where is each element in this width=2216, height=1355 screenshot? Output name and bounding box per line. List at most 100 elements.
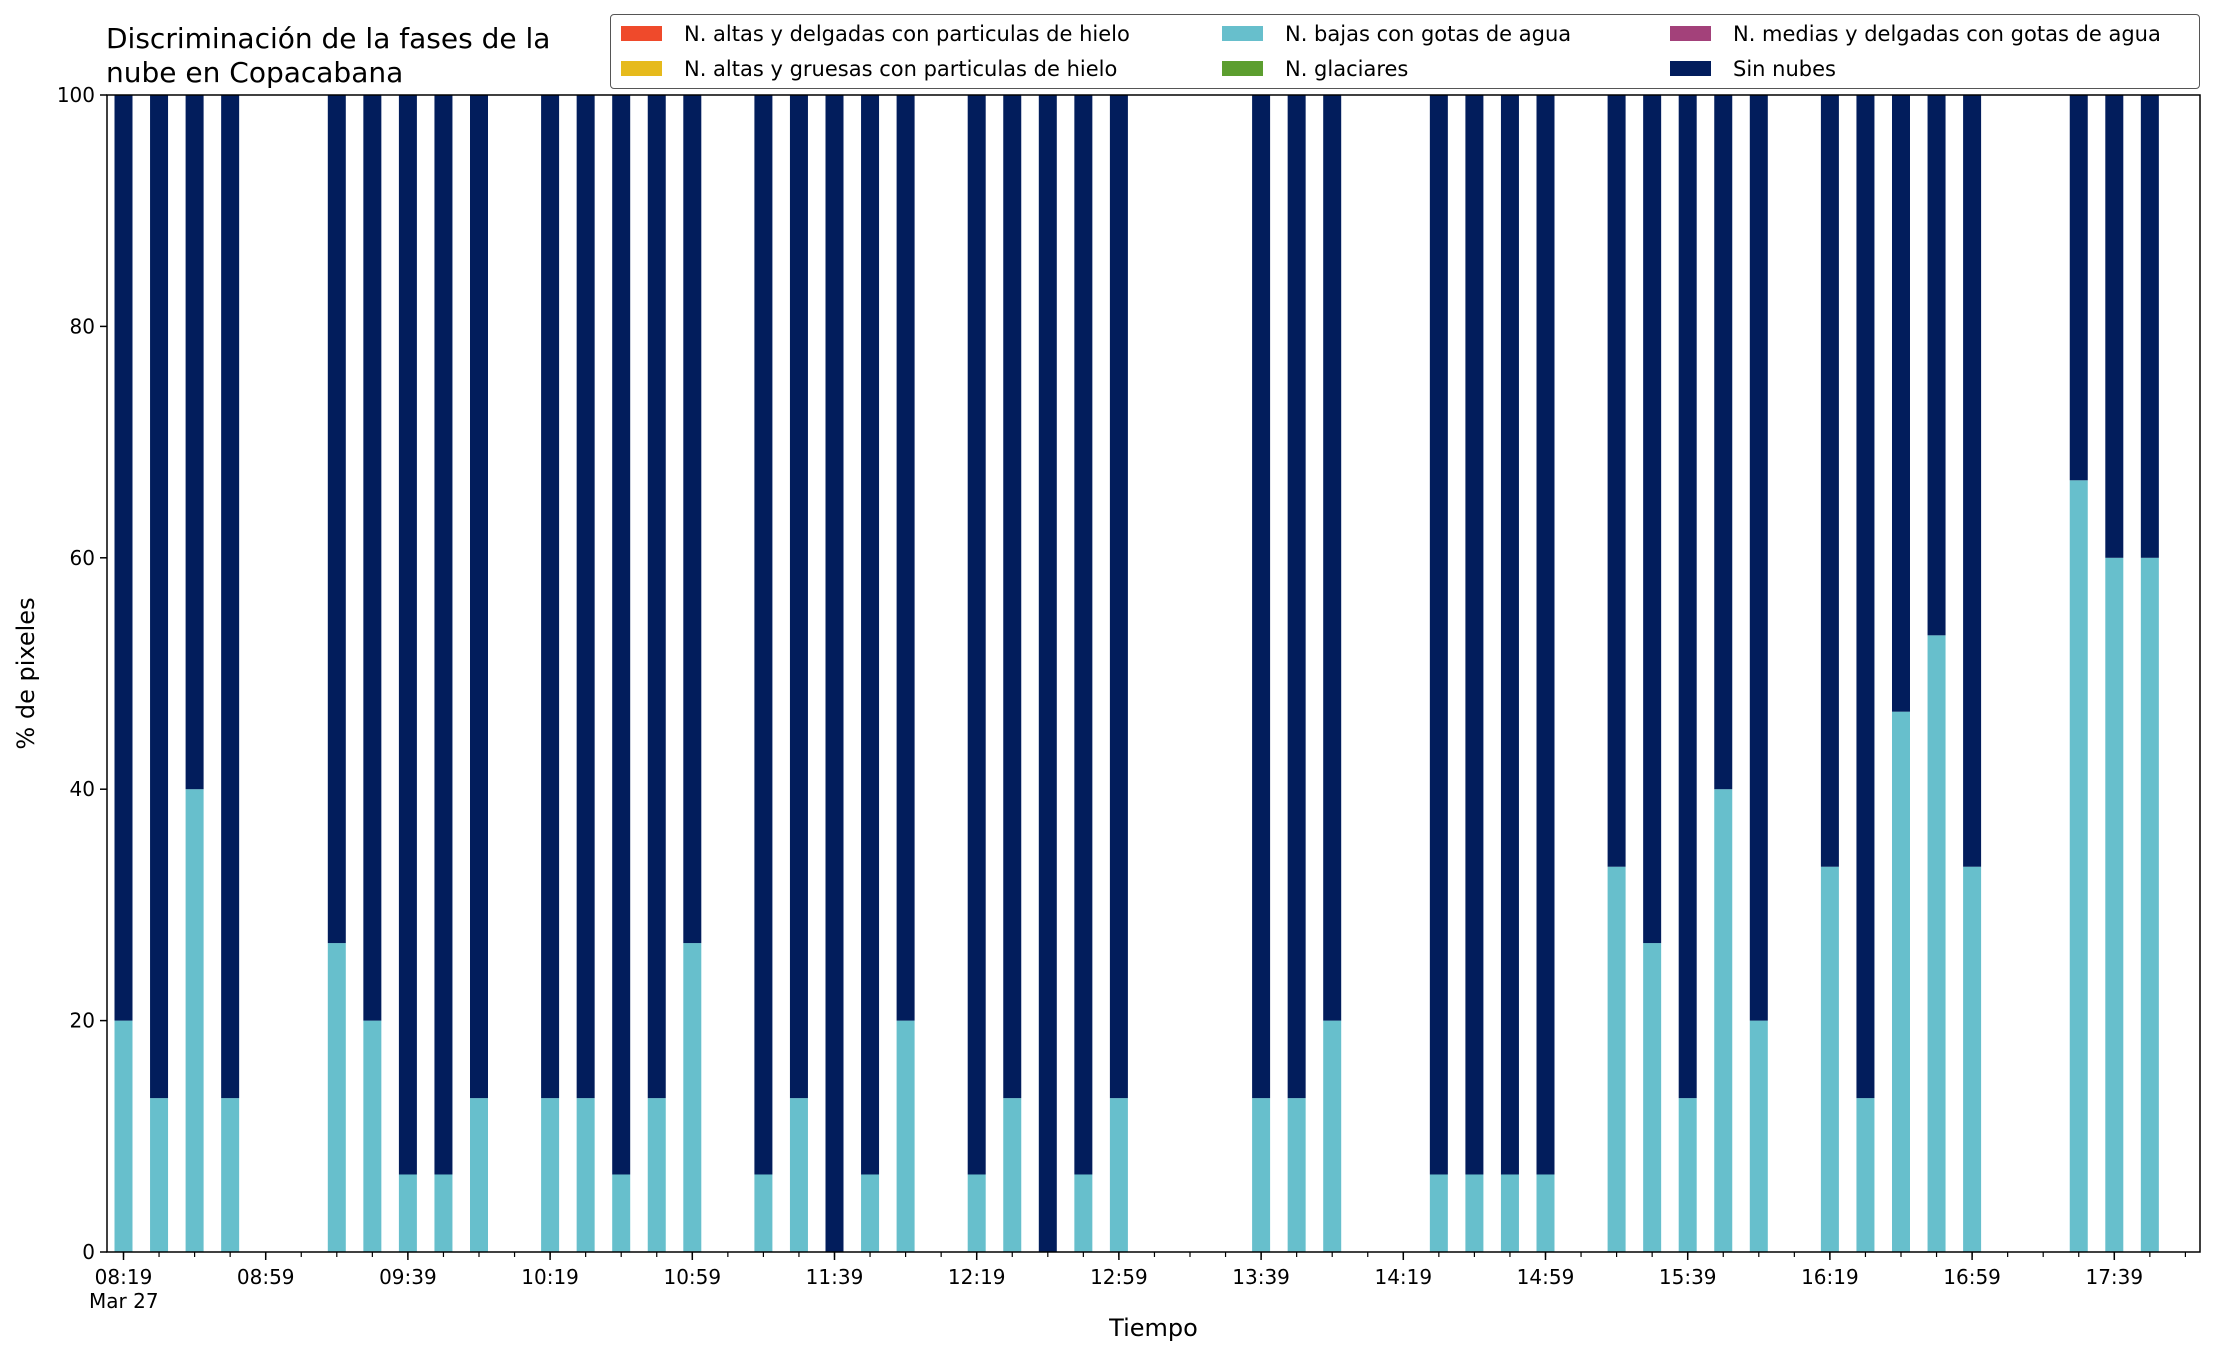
y-tick-label: 80 [70, 314, 95, 338]
x-tick-label: 14:59 [1517, 1265, 1575, 1289]
bar-segment [1323, 1020, 1342, 1252]
y-tick-label: 100 [57, 83, 95, 107]
legend-entry: N. glaciares [1222, 56, 1408, 82]
bar-segment [1678, 95, 1697, 1099]
bar-segment [398, 1174, 417, 1252]
bar-segment [150, 1098, 169, 1252]
bar-segment [1003, 95, 1022, 1099]
bar-segment [1643, 943, 1662, 1252]
bar-segment [1465, 95, 1484, 1175]
bar-segment [1892, 711, 1910, 1252]
bar-segment [2140, 95, 2159, 558]
bar-segment [896, 95, 915, 1021]
bar-segment [2069, 95, 2088, 481]
bar-segment [2069, 480, 2088, 1252]
bar-segment [1678, 1098, 1697, 1252]
x-tick-label: 12:19 [948, 1265, 1006, 1289]
x-tick-label: 16:59 [1943, 1265, 2001, 1289]
x-tick-label: 08:19 [95, 1265, 153, 1289]
x-tick-label: 14:19 [1374, 1265, 1432, 1289]
y-tick-label: 60 [70, 546, 95, 570]
x-tick-label: 12:59 [1090, 1265, 1148, 1289]
bar-segment [683, 943, 702, 1252]
bar-segment [1536, 1174, 1555, 1252]
bar-segment [327, 943, 346, 1252]
bar-segment [861, 95, 880, 1175]
x-tick-label: 16:19 [1801, 1265, 1859, 1289]
legend-entry: N. altas y delgadas con particulas de hi… [621, 21, 1130, 47]
legend-entry: N. medias y delgadas con gotas de agua [1670, 21, 2161, 47]
y-tick-label: 0 [82, 1240, 95, 1264]
legend-entry: N. altas y gruesas con particulas de hie… [621, 56, 1117, 82]
x-tick-label: 10:59 [663, 1265, 721, 1289]
bar-segment [2105, 557, 2124, 1252]
bar-segment [1465, 1174, 1484, 1252]
bar-segment [2105, 95, 2124, 558]
bar-segment [683, 95, 702, 944]
bar-segment [363, 1020, 382, 1252]
bar-segment [114, 1020, 133, 1252]
x-tick-label: 13:39 [1232, 1265, 1290, 1289]
y-axis-label: % de pixeles [12, 597, 40, 749]
legend-entry: N. bajas con gotas de agua [1222, 21, 1571, 47]
bar-segment [185, 789, 204, 1252]
bar-segment [327, 95, 346, 944]
bar-segment [185, 95, 204, 790]
bar-segment [789, 95, 808, 1099]
bar-segment [1500, 1174, 1519, 1252]
bar-segment [1820, 866, 1839, 1252]
bar-segment [1820, 95, 1839, 867]
bar-segment [1856, 95, 1875, 1099]
legend-entry: Sin nubes [1670, 56, 1836, 82]
bar-segment [1500, 95, 1519, 1175]
plot-frame [106, 94, 2201, 1253]
bar-segment [1429, 95, 1448, 1175]
bar-segment [1252, 1098, 1271, 1252]
x-tick-label: 08:59 [237, 1265, 295, 1289]
bar-segment [541, 95, 560, 1099]
legend-swatch [1222, 26, 1263, 41]
bar-segment [221, 95, 240, 1099]
bar-segment [398, 95, 417, 1175]
bar-segment [861, 1174, 880, 1252]
bar-segment [434, 95, 453, 1175]
bar-segment [1963, 95, 1982, 867]
bar-segment [576, 95, 595, 1099]
y-tick-label: 40 [70, 777, 95, 801]
bar-segment [825, 95, 844, 1252]
x-tick-label: 09:39 [379, 1265, 437, 1289]
bar-segment [1856, 1098, 1875, 1252]
bar-segment [1074, 1174, 1093, 1252]
bar-segment [1109, 1098, 1128, 1252]
bar-segment [1963, 866, 1982, 1252]
bar-segment [1714, 95, 1733, 790]
bar-segment [434, 1174, 453, 1252]
legend-label: Sin nubes [1733, 57, 1836, 81]
bar-segment [1714, 789, 1733, 1252]
bar-segment [967, 1174, 986, 1252]
legend-swatch [1222, 61, 1263, 76]
legend-swatch [621, 61, 662, 76]
bar-segment [1323, 95, 1342, 1021]
legend: N. altas y delgadas con particulas de hi… [610, 14, 2200, 89]
bar-segment [647, 1098, 666, 1252]
bar-segment [1429, 1174, 1448, 1252]
bar-segment [754, 95, 773, 1175]
bar-segment [221, 1098, 240, 1252]
bar-segment [1749, 95, 1768, 1021]
bar-segment [541, 1098, 560, 1252]
bar-segment [1003, 1098, 1022, 1252]
x-tick-label: 11:39 [806, 1265, 864, 1289]
bar-segment [647, 95, 666, 1099]
bar-segment [2140, 557, 2159, 1252]
x-date-label: Mar 27 [89, 1289, 159, 1313]
x-axis-label: Tiempo [1108, 1314, 1198, 1342]
bar-segment [576, 1098, 595, 1252]
bar-segment [114, 95, 133, 1021]
legend-label: N. altas y gruesas con particulas de hie… [684, 57, 1118, 81]
legend-label: N. medias y delgadas con gotas de agua [1733, 22, 2161, 46]
bar-segment [1607, 95, 1626, 867]
bar-segment [1643, 95, 1662, 944]
bar-segment [1252, 95, 1271, 1099]
